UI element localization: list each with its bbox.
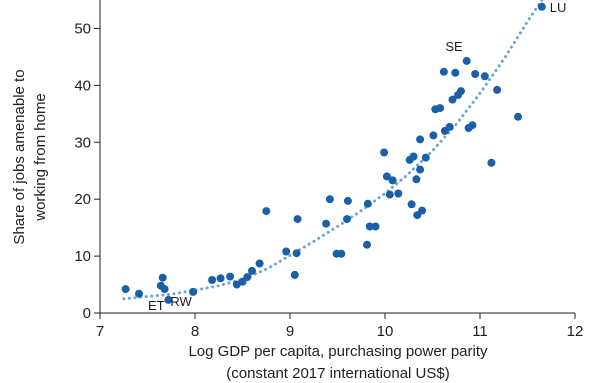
data-point: [121, 285, 130, 294]
data-point: [457, 87, 465, 96]
data-point: [480, 72, 489, 81]
data-point: [189, 287, 198, 296]
data-point: [394, 189, 403, 198]
y-tick-label: 0: [83, 305, 91, 322]
x-tick-label: 7: [96, 323, 104, 340]
data-point: [493, 85, 502, 94]
x-tick-label: 12: [567, 323, 584, 340]
data-point: [158, 273, 167, 282]
data-point: [416, 135, 425, 144]
data-point: [451, 68, 460, 77]
data-point: [421, 153, 430, 162]
data-point: [537, 2, 546, 11]
point-label: ET: [148, 298, 165, 313]
data-point: [462, 56, 471, 65]
data-point: [514, 112, 522, 121]
data-point: [325, 195, 334, 204]
y-ticks: 0 10 20 30 40 50: [74, 20, 100, 322]
data-point: [343, 196, 352, 205]
x-ticks: 7 8 9 10 11 12: [96, 313, 584, 340]
data-point: [468, 121, 477, 130]
data-point: [445, 122, 454, 131]
data-point: [407, 200, 416, 209]
x-tick-label: 9: [286, 323, 294, 340]
data-point: [343, 215, 351, 224]
data-point: [243, 273, 252, 282]
data-point: [226, 272, 235, 281]
y-axis-title-line1: Share of jobs amenable to: [11, 69, 28, 244]
data-point: [412, 175, 421, 184]
data-point: [487, 158, 496, 167]
data-point: [262, 207, 271, 216]
data-point: [365, 222, 374, 231]
data-point: [135, 289, 143, 298]
x-axis-title-line1: Log GDP per capita, purchasing power par…: [188, 343, 488, 360]
data-point: [416, 165, 425, 174]
data-point: [418, 206, 427, 215]
axes: [99, 0, 575, 314]
data-point: [382, 172, 391, 181]
data-point: [471, 70, 480, 78]
data-point: [385, 190, 394, 199]
data-point: [293, 215, 302, 224]
y-tick-label: 50: [74, 20, 91, 37]
data-point: [388, 176, 397, 185]
data-point: [208, 276, 217, 284]
x-tick-label: 10: [377, 323, 394, 340]
point-label: SE: [445, 39, 463, 54]
point-labels-layer: LU SE ET RW: [148, 0, 566, 313]
data-point: [448, 95, 457, 104]
data-point: [292, 249, 301, 258]
x-tick-label: 11: [472, 323, 488, 340]
data-point: [216, 274, 225, 283]
y-tick-label: 30: [74, 134, 91, 151]
data-point: [429, 131, 438, 140]
x-tick-label: 8: [191, 323, 199, 340]
data-point: [436, 104, 445, 113]
data-point: [380, 148, 389, 157]
y-tick-label: 10: [74, 248, 91, 265]
x-axis-title-line2: (constant 2017 international US$): [226, 365, 449, 382]
data-point: [290, 270, 299, 279]
y-tick-label: 40: [74, 77, 91, 94]
data-point: [248, 266, 256, 275]
data-point: [282, 247, 291, 256]
point-label: RW: [170, 294, 192, 309]
data-point: [160, 285, 169, 294]
data-point: [409, 152, 418, 161]
data-point: [164, 295, 173, 304]
data-point: [322, 219, 331, 228]
data-point: [255, 259, 264, 268]
data-point: [337, 249, 346, 258]
point-label: LU: [550, 0, 567, 15]
y-axis-title-line2: working from home: [32, 93, 49, 222]
data-point: [363, 199, 372, 208]
data-point: [371, 222, 380, 231]
data-point: [439, 67, 448, 76]
y-tick-label: 20: [74, 191, 91, 208]
data-points-layer: [121, 2, 546, 304]
data-point: [363, 240, 371, 249]
